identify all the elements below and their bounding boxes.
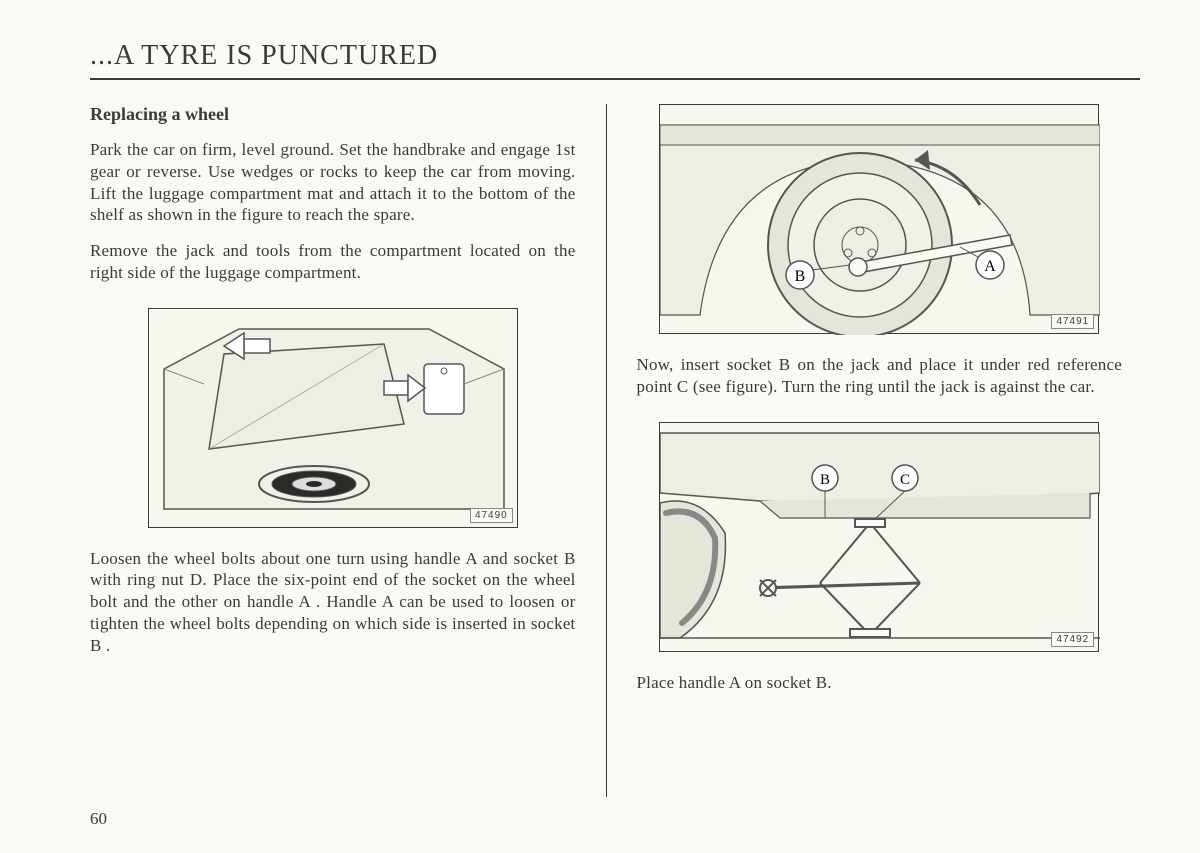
figure-wheel-wrench: B A 47491 <box>659 104 1099 334</box>
figure-number: 47492 <box>1051 632 1094 647</box>
figure-number: 47490 <box>470 508 513 523</box>
luggage-compartment-illustration <box>149 309 519 529</box>
section-subheading: Replacing a wheel <box>90 104 576 125</box>
figure-luggage-compartment: 47490 <box>148 308 518 528</box>
paragraph: Loosen the wheel bolts about one turn us… <box>90 548 576 657</box>
label-c: C <box>900 472 910 488</box>
jack-illustration: B C <box>660 423 1100 653</box>
manual-page: ...A TYRE IS PUNCTURED Replacing a wheel… <box>0 0 1200 853</box>
paragraph: Now, insert socket B on the jack and pla… <box>637 354 1123 398</box>
figure-number: 47491 <box>1051 314 1094 329</box>
page-title: ...A TYRE IS PUNCTURED <box>90 40 1140 80</box>
paragraph: Remove the jack and tools from the compa… <box>90 240 576 284</box>
two-column-layout: Replacing a wheel Park the car on firm, … <box>90 104 1140 797</box>
label-b: B <box>795 268 806 285</box>
paragraph: Park the car on firm, level ground. Set … <box>90 139 576 226</box>
wheel-wrench-illustration: B A <box>660 105 1100 335</box>
label-a: A <box>984 258 996 275</box>
page-number: 60 <box>90 809 107 829</box>
left-column: Replacing a wheel Park the car on firm, … <box>90 104 607 797</box>
figure-jack: B C 47492 <box>659 422 1099 652</box>
right-column: B A 47491 Now, insert socket B on the ja… <box>607 104 1141 797</box>
paragraph: Place handle A on socket B. <box>637 672 1123 694</box>
label-b: B <box>820 472 830 488</box>
